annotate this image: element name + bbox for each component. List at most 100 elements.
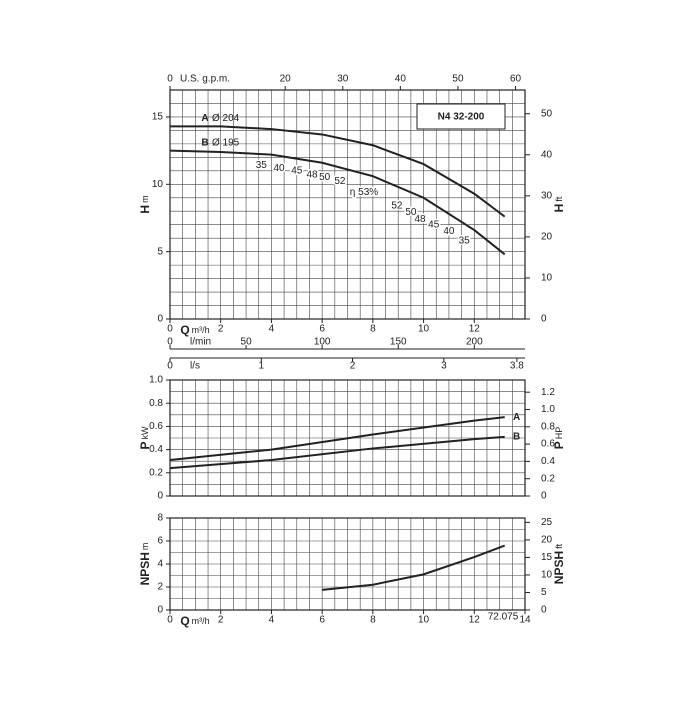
secondary-tick-label: 2 [350,361,356,372]
x-tick-label: 8 [370,324,376,335]
efficiency-label: 40 [273,163,285,174]
top-tick-label: 40 [395,74,407,85]
y-tick-label: 4 [157,559,163,570]
efficiency-label: 35 [459,236,471,247]
y2-tick-label: 20 [541,535,553,546]
secondary-tick-label: 3.8 [510,361,524,372]
y-tick-label: 0 [157,314,163,325]
y2-tick-label: 0 [541,491,547,502]
curve [170,125,506,218]
y-axis-label-main: P [138,441,152,449]
y-axis-label-unit: m [140,543,150,551]
efficiency-label: 48 [306,170,318,181]
y2-tick-label: 15 [541,552,553,563]
x-tick-label: 4 [269,615,275,626]
y-tick-label: 0.8 [149,398,163,409]
secondary-axis-label: l/s [190,361,200,372]
plot-frame [169,379,526,497]
y2-tick-label: 40 [541,149,553,160]
curve [169,435,505,470]
y-axis-label-main: H [138,205,152,214]
y-tick-label: 0 [157,605,163,616]
x-tick-label: 0 [167,615,173,626]
y-axis-label-main: NPSH [138,552,152,585]
x-axis-label-main: Q [180,323,189,337]
curve [322,544,506,591]
x-tick-label: 14 [519,615,531,626]
y2-tick-label: 1.0 [541,404,555,415]
curve [169,416,505,462]
y-tick-label: 15 [152,112,164,123]
curve-name: B [513,431,520,442]
x-tick-label: 6 [319,324,325,335]
y2-tick-label: 0 [541,605,547,616]
efficiency-label: 52 [391,200,403,211]
note: 72.075 [488,612,519,623]
y2-axis-label: Hft [552,196,566,212]
y-tick-label: 8 [157,513,163,524]
y2-tick-label: 0.4 [541,456,555,467]
y-tick-label: 6 [157,536,163,547]
secondary-tick-label: 150 [390,337,407,348]
top-tick-label: 0 [167,74,173,85]
top-axis-label: U.S. g.p.m. [180,74,230,85]
y2-axis-label-main: H [552,204,566,213]
y2-tick-label: 0.2 [541,473,555,484]
y-tick-label: 10 [152,179,164,190]
plot-frame [169,89,526,320]
x-tick-label: 12 [469,615,481,626]
y2-tick-label: 5 [541,587,547,598]
secondary-tick-label: 0 [167,337,173,348]
y2-tick-label: 30 [541,190,553,201]
y2-axis-label-unit: ft [554,196,564,202]
efficiency-label: 45 [291,165,303,176]
y2-tick-label: 10 [541,570,553,581]
efficiency-label: 35 [256,160,268,171]
y-axis-label-unit: kW [140,426,150,440]
x-tick-label: 12 [469,324,481,335]
x-axis-label-main: Q [180,614,189,628]
curve-name: A [513,412,520,423]
secondary-tick-label: 50 [241,337,253,348]
y-tick-label: 0.6 [149,421,163,432]
x-tick-label: 0 [167,324,173,335]
secondary-tick-label: 200 [466,337,483,348]
secondary-axis-label: l/min [190,337,211,348]
y2-axis-label-unit: HP [554,427,564,440]
chart-title: N4 32-200 [438,112,485,123]
curve [169,149,506,256]
efficiency-label: 50 [405,207,417,218]
curve-name: A [201,113,208,124]
secondary-tick-label: 100 [314,337,331,348]
efficiency-label: 45 [428,219,440,230]
top-tick-label: 30 [337,74,349,85]
x-tick-label: 10 [418,324,430,335]
y2-axis-label: NPSH ft [552,543,566,584]
y-tick-label: 2 [157,582,163,593]
curve-diameter: Ø 195 [212,137,240,148]
y-tick-label: 0.4 [149,444,163,455]
efficiency-label: 50 [319,172,331,183]
x-tick-label: 10 [418,615,430,626]
y2-tick-label: 10 [541,273,553,284]
y2-axis-label-unit: ft [554,543,564,549]
top-tick-label: 20 [280,74,292,85]
title-box [416,103,506,130]
y-tick-label: 0 [157,491,163,502]
secondary-tick-label: 1 [259,361,265,372]
x-axis-label-unit: m³/h [192,325,210,335]
y-tick-label: 0.2 [149,467,163,478]
y2-tick-label: 0 [541,314,547,325]
y2-tick-label: 0.8 [541,421,555,432]
x-tick-label: 2 [218,615,224,626]
top-tick-label: 50 [452,74,464,85]
secondary-tick-label: 3 [441,361,447,372]
x-axis-label-unit: m³/h [192,616,210,626]
y-axis-label: NPSHm [138,543,152,586]
y2-tick-label: 0.6 [541,439,555,450]
curve-diameter: Ø 204 [212,113,240,124]
